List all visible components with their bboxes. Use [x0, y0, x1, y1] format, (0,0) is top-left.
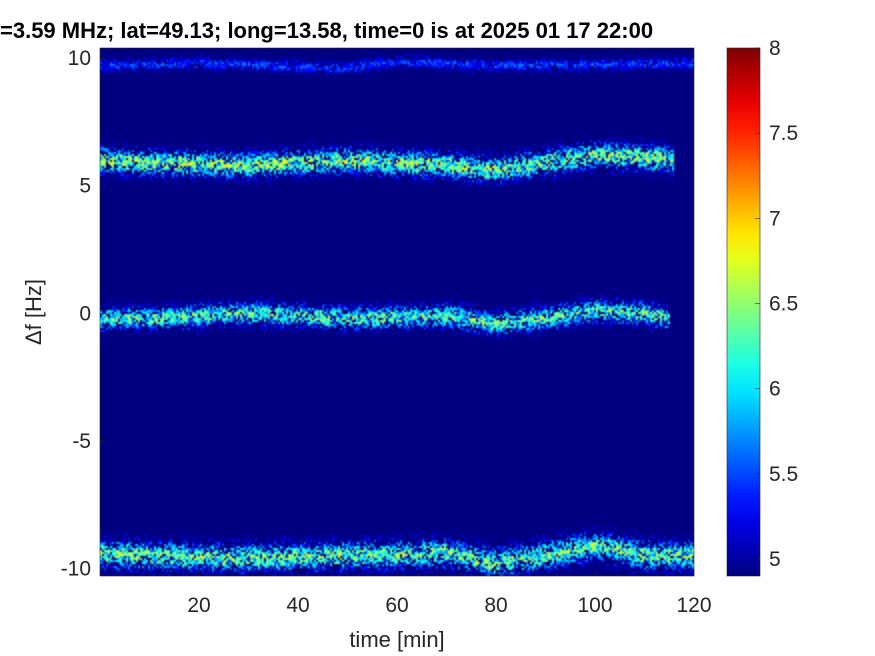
colorbar-ticks: 5 5.5 6 6.5 7 7.5 8 — [755, 37, 798, 571]
x-tick-label: 40 — [286, 594, 309, 617]
colorbar-tick-label: 6 — [769, 378, 781, 401]
colorbar-tick-label: 5 — [769, 548, 781, 571]
y-tick-label: 5 — [79, 175, 91, 198]
y-axis-ticks: 10 5 0 -5 -10 — [61, 47, 106, 580]
colorbar — [726, 47, 761, 577]
colorbar-tick-label: 8 — [769, 37, 781, 60]
colorbar-tick-label: 5.5 — [769, 463, 798, 486]
y-tick-label: 0 — [79, 302, 91, 325]
heatmap-image — [100, 48, 694, 576]
x-tick-label: 20 — [187, 594, 210, 617]
x-axis-label: time [min] — [349, 627, 444, 652]
y-tick-label: 10 — [68, 47, 91, 70]
x-axis-ticks: 20 40 60 80 100 120 — [187, 570, 712, 617]
chart-title: =3.59 MHz; lat=49.13; long=13.58, time=0… — [0, 18, 653, 43]
x-tick-label: 120 — [676, 594, 711, 617]
x-tick-label: 60 — [385, 594, 408, 617]
colorbar-tick-label: 6.5 — [769, 292, 798, 315]
colorbar-tick-label: 7 — [769, 207, 781, 230]
y-tick-label: -10 — [61, 557, 91, 580]
x-tick-label: 80 — [484, 594, 507, 617]
y-axis-label: Δf [Hz] — [21, 279, 46, 345]
colorbar-tick-label: 7.5 — [769, 122, 798, 145]
y-tick-label: -5 — [72, 430, 91, 453]
x-tick-label: 100 — [577, 594, 612, 617]
